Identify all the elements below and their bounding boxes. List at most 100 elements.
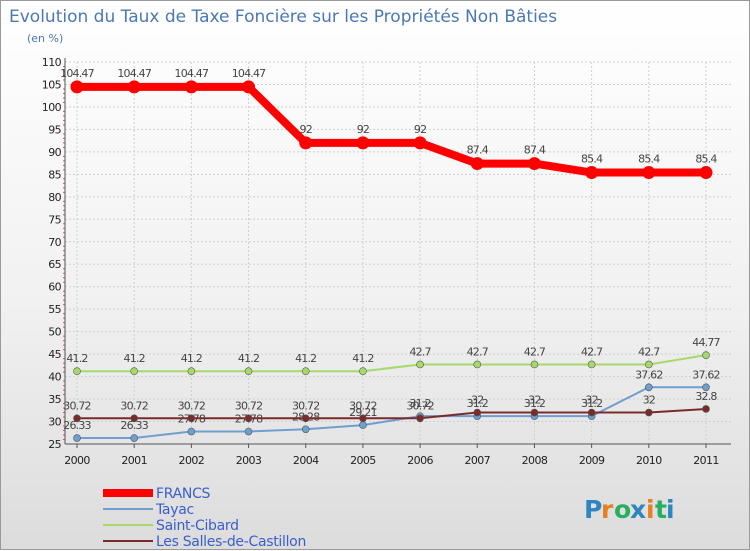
data-point	[413, 136, 427, 150]
data-label: 30.72	[235, 399, 263, 412]
data-point	[702, 383, 710, 392]
x-tick-label: 2010	[636, 454, 662, 467]
data-point	[130, 434, 138, 442]
data-label: 31.2	[409, 397, 430, 410]
data-label: 42.7	[409, 345, 431, 358]
y-tick-label: 35	[48, 393, 61, 406]
x-tick-label: 2008	[522, 454, 548, 467]
data-label: 30.72	[63, 399, 91, 412]
logo-letter: r	[601, 495, 614, 524]
series-francs: 104.47 104.47 104.47 104.47 92 92 92 87.4 87.4 85…	[60, 67, 718, 180]
y-tick-label: 50	[48, 326, 61, 339]
axes	[64, 58, 731, 445]
data-point	[73, 367, 81, 375]
series-line	[77, 407, 707, 420]
x-tick-label: 2002	[179, 454, 205, 467]
data-point	[416, 414, 424, 423]
data-label: 85.4	[638, 153, 660, 166]
proxiti-logo: Pr oxi ti	[584, 495, 676, 524]
y-tick-label: 90	[48, 146, 61, 159]
data-label: 104.47	[117, 67, 151, 80]
data-point	[645, 360, 653, 369]
data-label: 92	[414, 123, 426, 136]
series-group: 41.2 41.2 41.2 41.2 41.2 41.2 42.7 42.7 42.7 42.7…	[60, 67, 721, 442]
data-point	[645, 383, 653, 392]
y-tick-label: 25	[48, 438, 61, 451]
data-label: 41.2	[352, 352, 373, 365]
data-label: 42.7	[524, 345, 546, 358]
series-line	[77, 82, 706, 177]
data-point	[130, 414, 138, 423]
data-point	[359, 367, 367, 375]
data-label: 30.72	[406, 399, 434, 412]
logo-letter: x	[630, 495, 647, 524]
data-point	[301, 367, 310, 375]
data-point	[70, 80, 84, 94]
x-tick-label: 2011	[693, 454, 719, 467]
logo-letter: t	[655, 495, 668, 524]
data-label: 41.2	[238, 352, 259, 365]
data-label: 104.47	[232, 67, 266, 80]
data-point	[187, 367, 196, 375]
y-tick-label: 110	[42, 56, 62, 69]
chart-title: Evolution du Taux de Taxe Foncière sur l…	[9, 7, 557, 27]
y-tick-label: 45	[48, 348, 61, 361]
data-label: 92	[357, 123, 369, 136]
data-point	[244, 367, 253, 375]
x-tick-label: 2004	[293, 454, 319, 467]
data-label: 31.2	[581, 397, 602, 410]
series-line	[77, 386, 706, 440]
y-tick-label: 105	[42, 78, 62, 91]
data-point	[184, 80, 198, 94]
data-point	[359, 421, 367, 429]
data-label: 42.7	[638, 345, 660, 358]
data-label: 32.8	[695, 390, 717, 403]
x-tick-label: 2005	[350, 454, 376, 467]
y-tick-label: 65	[48, 258, 61, 271]
y-tick-label: 60	[48, 281, 61, 294]
data-point	[473, 360, 482, 369]
data-point	[244, 427, 253, 436]
data-label: 42.7	[467, 345, 489, 358]
data-label: 26.33	[63, 419, 91, 432]
y-axis-unit: (en %)	[27, 32, 63, 45]
data-point	[587, 408, 596, 417]
data-point	[244, 414, 253, 423]
data-label: 41.2	[181, 352, 202, 365]
data-label: 31.2	[467, 397, 488, 410]
data-point	[359, 414, 367, 423]
data-point	[587, 360, 596, 369]
series-saint-cibard: 41.2 41.2 41.2 41.2 41.2 41.2 42.7 42.7 42.7 42.7…	[66, 336, 721, 375]
y-tick-label: 100	[42, 101, 62, 114]
data-point	[530, 360, 539, 369]
data-point	[187, 427, 196, 436]
y-tick-label: 40	[48, 371, 61, 384]
data-point	[130, 367, 138, 375]
data-point	[73, 434, 81, 442]
series-line	[77, 354, 707, 373]
x-tick-labels: 2000 2001 2002 2003 2004 2005 2006 2007 2008 2009…	[64, 444, 719, 467]
data-label: 30.72	[120, 399, 148, 412]
data-label: 26.33	[120, 419, 148, 432]
y-tick-label: 95	[48, 123, 61, 136]
data-point	[645, 408, 653, 417]
y-tick-label: 30	[48, 416, 61, 429]
data-label: 37.62	[635, 368, 663, 381]
data-label: 37.62	[692, 368, 720, 381]
y-tick-labels: 25 30 35 40 45 50 55 60 65 70 75 80 85 90 95 100 105 110	[42, 56, 62, 451]
y-tick-label: 75	[48, 213, 61, 226]
data-label: 92	[300, 123, 312, 136]
series-tayac: 26.3326.3327.7827.7828.2829.2131.231.231…	[63, 368, 721, 442]
logo-letter: i	[666, 495, 676, 524]
data-label: 42.7	[581, 345, 603, 358]
data-point	[527, 157, 541, 171]
data-label: 41.2	[66, 352, 87, 365]
data-point	[530, 408, 539, 417]
x-tick-label: 2003	[236, 454, 262, 467]
data-point	[356, 136, 370, 150]
y-tick-label: 85	[48, 168, 61, 181]
data-label: 85.4	[695, 153, 717, 166]
data-point	[73, 414, 81, 423]
